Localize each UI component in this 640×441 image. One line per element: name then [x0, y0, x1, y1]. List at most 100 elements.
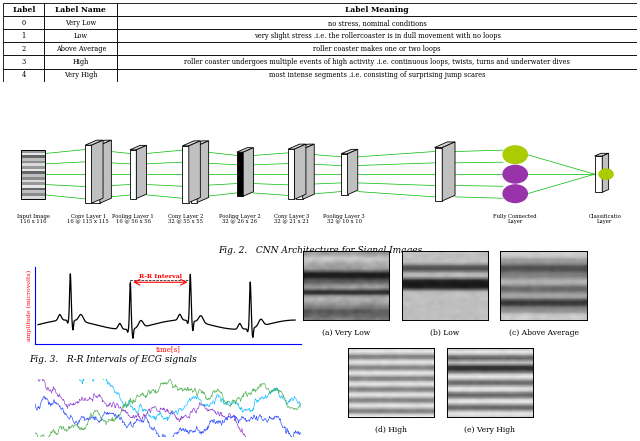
- Text: Above Average: Above Average: [56, 45, 106, 53]
- Bar: [21, 196, 45, 198]
- Text: Conv Layer 3
32 @ 21 x 21: Conv Layer 3 32 @ 21 x 21: [273, 213, 309, 225]
- Bar: [44, 16, 117, 29]
- Bar: [21, 150, 45, 198]
- Text: Fully Connected
Layer: Fully Connected Layer: [493, 213, 537, 224]
- Bar: [21, 193, 45, 196]
- Bar: [44, 56, 117, 68]
- Polygon shape: [303, 144, 314, 199]
- Text: Input Image
116 x 116: Input Image 116 x 116: [17, 213, 50, 224]
- Text: Label Meaning: Label Meaning: [345, 6, 409, 14]
- Bar: [21, 158, 45, 161]
- Text: (e) Very High: (e) Very High: [465, 426, 515, 434]
- Bar: [21, 177, 45, 179]
- Bar: [44, 42, 117, 56]
- Bar: [3, 56, 44, 68]
- Text: 1: 1: [22, 32, 26, 40]
- Bar: [21, 153, 45, 155]
- Polygon shape: [237, 152, 243, 196]
- Bar: [117, 3, 637, 16]
- Bar: [21, 188, 45, 191]
- Bar: [21, 150, 45, 153]
- Polygon shape: [189, 141, 200, 202]
- Polygon shape: [130, 150, 136, 198]
- Polygon shape: [595, 153, 609, 156]
- Text: (a) Very Low: (a) Very Low: [322, 329, 370, 336]
- Bar: [117, 56, 637, 68]
- Text: Label Name: Label Name: [56, 6, 106, 14]
- Bar: [21, 163, 45, 166]
- Bar: [21, 155, 45, 158]
- Text: Low: Low: [74, 32, 88, 40]
- Text: roller coaster undergoes multiple events of high activity .i.e. continuous loops: roller coaster undergoes multiple events…: [184, 58, 570, 66]
- Bar: [21, 185, 45, 188]
- Polygon shape: [85, 140, 103, 145]
- Circle shape: [503, 146, 527, 164]
- Bar: [44, 3, 117, 16]
- Bar: [21, 174, 45, 177]
- Bar: [21, 169, 45, 172]
- Bar: [21, 166, 45, 169]
- Polygon shape: [182, 141, 200, 146]
- Bar: [21, 179, 45, 182]
- Polygon shape: [341, 154, 348, 194]
- Bar: [3, 68, 44, 82]
- Circle shape: [599, 169, 613, 179]
- Polygon shape: [93, 145, 100, 203]
- Polygon shape: [288, 144, 306, 149]
- Bar: [3, 29, 44, 42]
- Polygon shape: [296, 149, 303, 199]
- Polygon shape: [602, 153, 609, 192]
- Bar: [3, 16, 44, 29]
- Polygon shape: [288, 149, 294, 199]
- Text: High: High: [72, 58, 89, 66]
- Text: Label: Label: [12, 6, 35, 14]
- Circle shape: [503, 165, 527, 183]
- Polygon shape: [197, 141, 209, 202]
- Polygon shape: [85, 145, 92, 203]
- Bar: [117, 68, 637, 82]
- X-axis label: time[s]: time[s]: [156, 345, 180, 353]
- Circle shape: [503, 185, 527, 202]
- Text: 2: 2: [22, 45, 26, 53]
- Polygon shape: [294, 144, 306, 199]
- Polygon shape: [100, 140, 111, 203]
- Bar: [3, 3, 44, 16]
- Polygon shape: [92, 140, 103, 203]
- Bar: [21, 182, 45, 185]
- Text: 0: 0: [22, 19, 26, 27]
- Polygon shape: [191, 141, 209, 146]
- Text: Fig. 2.   CNN Architecture for Signal Images: Fig. 2. CNN Architecture for Signal Imag…: [218, 246, 422, 255]
- Text: Very High: Very High: [64, 71, 97, 79]
- Text: (c) Above Average: (c) Above Average: [509, 329, 579, 336]
- Text: Conv Layer 2
32 @ 55 x 55: Conv Layer 2 32 @ 55 x 55: [168, 213, 204, 225]
- Text: Fig. 3.   R-R Intervals of ECG signals: Fig. 3. R-R Intervals of ECG signals: [29, 355, 197, 364]
- Bar: [117, 42, 637, 56]
- Bar: [117, 16, 637, 29]
- Text: no stress, nominal conditions: no stress, nominal conditions: [328, 19, 426, 27]
- Polygon shape: [595, 156, 602, 192]
- Polygon shape: [237, 148, 253, 152]
- Text: most intense segments .i.e. consisting of surprising jump scares: most intense segments .i.e. consisting o…: [269, 71, 485, 79]
- Polygon shape: [341, 149, 358, 154]
- Text: Pooling Layer 3
32 @ 10 x 10: Pooling Layer 3 32 @ 10 x 10: [323, 213, 365, 225]
- Polygon shape: [435, 142, 455, 147]
- Text: Classificatio
Layer: Classificatio Layer: [588, 213, 621, 224]
- Text: (b) Low: (b) Low: [431, 329, 460, 336]
- Text: very slight stress .i.e. the rollercoaster is in dull movement with no loops: very slight stress .i.e. the rollercoast…: [253, 32, 500, 40]
- Polygon shape: [182, 146, 189, 202]
- Polygon shape: [243, 148, 253, 196]
- Bar: [44, 29, 117, 42]
- Bar: [117, 29, 637, 42]
- Polygon shape: [442, 142, 455, 201]
- Polygon shape: [130, 146, 147, 150]
- Text: 4: 4: [22, 71, 26, 79]
- Bar: [21, 161, 45, 163]
- Text: Conv Layer 1
16 @ 115 x 115: Conv Layer 1 16 @ 115 x 115: [67, 213, 109, 225]
- Text: roller coaster makes one or two loops: roller coaster makes one or two loops: [313, 45, 441, 53]
- Polygon shape: [348, 149, 358, 194]
- Polygon shape: [296, 144, 314, 149]
- Text: Pooling Layer 2
32 @ 26 x 26: Pooling Layer 2 32 @ 26 x 26: [219, 213, 261, 225]
- Text: (d) High: (d) High: [375, 426, 407, 434]
- Polygon shape: [191, 146, 197, 202]
- Bar: [21, 172, 45, 174]
